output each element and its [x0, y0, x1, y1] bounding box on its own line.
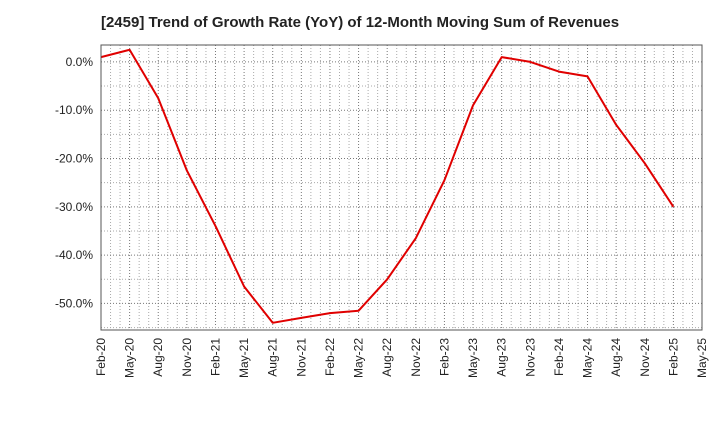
- x-tick-label: Feb-21: [208, 338, 222, 376]
- x-axis-ticks: Feb-20 May-20 Aug-20 Nov-20 Feb-21 May-21 Aug-…: [94, 338, 709, 378]
- y-tick-label: -30.0%: [55, 200, 93, 214]
- x-tick-label: Nov-24: [638, 338, 652, 377]
- x-tick-label: Feb-20: [94, 338, 108, 376]
- y-tick-label: 0.0%: [66, 55, 94, 69]
- x-tick-label: Aug-22: [380, 338, 394, 377]
- x-tick-label: Feb-23: [437, 338, 451, 376]
- x-tick-label: Aug-24: [609, 338, 623, 377]
- x-tick-label: Feb-25: [666, 338, 680, 376]
- x-tick-label: May-24: [581, 338, 595, 378]
- series-layer: [100, 48, 675, 324]
- y-tick-label: -40.0%: [55, 248, 93, 262]
- x-tick-label: May-22: [352, 338, 366, 378]
- y-tick-label: -50.0%: [55, 296, 93, 310]
- y-axis-ticks: 0.0% -10.0% -20.0% -30.0% -40.0% -50.0%: [55, 55, 93, 311]
- x-tick-label: May-25: [695, 338, 709, 378]
- y-tick-label: -20.0%: [55, 152, 93, 166]
- x-tick-label: May-23: [466, 338, 480, 378]
- x-tick-label: Aug-20: [151, 338, 165, 377]
- x-tick-label: Feb-24: [552, 338, 566, 376]
- series-line: [100, 48, 675, 324]
- x-tick-label: May-20: [123, 338, 137, 378]
- chart-title: [2459] Trend of Growth Rate (YoY) of 12-…: [100, 14, 620, 31]
- x-tick-label: Nov-23: [523, 338, 537, 377]
- x-tick-label: Feb-22: [323, 338, 337, 376]
- x-tick-label: Aug-21: [266, 338, 280, 377]
- x-tick-label: Nov-22: [409, 338, 423, 377]
- x-tick-label: May-21: [237, 338, 251, 378]
- plot-frame: [100, 44, 703, 331]
- grid-lines: [101, 45, 702, 330]
- x-tick-label: Nov-21: [294, 338, 308, 377]
- x-tick-label: Aug-23: [495, 338, 509, 377]
- x-tick-label: Nov-20: [180, 338, 194, 377]
- y-tick-label: -10.0%: [55, 103, 93, 117]
